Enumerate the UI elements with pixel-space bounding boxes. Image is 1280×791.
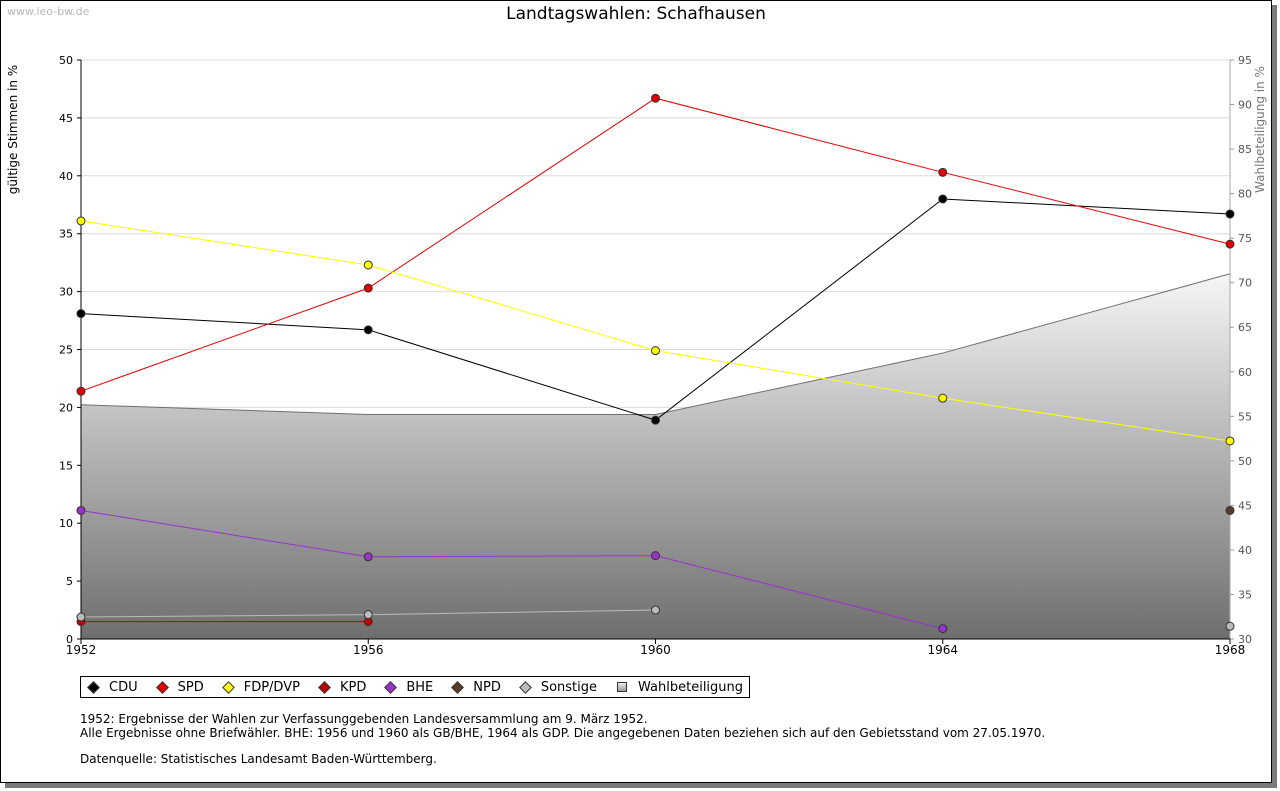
y2-tick-label-30: 30 [1238, 633, 1252, 646]
y2-tick-label-75: 75 [1238, 232, 1252, 245]
y2-tick-label-40: 40 [1238, 544, 1252, 557]
y-axis-title: gültige Stimmen in % [6, 65, 20, 194]
y-tick-label-25: 25 [59, 344, 73, 357]
legend-label-bhe: BHE [406, 679, 434, 695]
x-tick-label-1960: 1960 [640, 643, 671, 657]
legend-marker-cdu [87, 680, 100, 694]
note-1952: 1952: Ergebnisse der Wahlen zur Verfassu… [80, 712, 648, 726]
marker-fdp-dvp-1952 [76, 216, 86, 226]
watermark: www.leo-bw.de [7, 5, 90, 18]
legend-label-fdp-dvp: FDP/DVP [243, 679, 300, 695]
y2-axis-title: Wahlbeteiligung in % [1253, 66, 1267, 193]
y-tick-label-20: 20 [59, 401, 73, 414]
marker-bhe-1956 [363, 552, 373, 562]
marker-fdp-dvp-1968 [1225, 436, 1235, 446]
legend-item-kpd: KPD [318, 679, 367, 695]
y-tick-label-50: 50 [59, 54, 73, 67]
marker-sonstige-1956 [363, 610, 373, 620]
marker-sonstige-1968 [1225, 621, 1235, 631]
marker-bhe-1960 [651, 551, 660, 561]
marker-spd-1964 [938, 167, 948, 177]
legend-item-fdp-dvp: FDP/DVP [221, 679, 300, 695]
y2-tick-label-60: 60 [1238, 366, 1252, 379]
y-tick-label-0: 0 [66, 633, 73, 646]
chart-title: Landtagswahlen: Schafhausen [506, 4, 766, 24]
legend-label-wahlbeteiligung: Wahlbeteiligung [638, 679, 744, 695]
x-tick-label-1952: 1952 [66, 643, 97, 657]
legend-item-sonstige: Sonstige [518, 679, 598, 695]
marker-npd-1968 [1225, 505, 1235, 515]
legend-marker-sonstige [518, 680, 532, 694]
marker-cdu-1968 [1225, 209, 1235, 219]
y-tick-label-35: 35 [59, 228, 73, 241]
y2-tick-label-85: 85 [1238, 143, 1252, 156]
y-tick-label-5: 5 [66, 575, 73, 588]
y2-tick-label-70: 70 [1238, 277, 1252, 290]
marker-cdu-1956 [363, 325, 373, 335]
legend-marker-fdp-dvp [221, 680, 235, 694]
legend-marker-npd [451, 680, 465, 694]
legend-item-bhe: BHE [384, 679, 434, 695]
legend-label-kpd: KPD [339, 679, 367, 695]
marker-cdu-1964 [938, 194, 948, 204]
y-tick-label-15: 15 [59, 459, 73, 472]
y2-tick-label-45: 45 [1238, 499, 1252, 512]
y2-tick-label-80: 80 [1238, 188, 1252, 201]
legend-marker-bhe [384, 680, 398, 694]
turnout-line [80, 273, 1231, 416]
marker-fdp-dvp-1956 [363, 260, 373, 270]
y2-tick-label-95: 95 [1238, 54, 1252, 67]
y2-tick-label-35: 35 [1238, 588, 1252, 601]
legend-marker-kpd [318, 680, 331, 694]
marker-spd-1968 [1225, 239, 1235, 249]
y-tick-label-45: 45 [59, 112, 73, 125]
x-tick-label-1956: 1956 [353, 643, 384, 657]
marker-cdu-1952 [76, 309, 86, 319]
chart-plot: 0 5 10 15 20 25 30 35 40 45 50 30 35 40 45 50 55 60 65 70 75… [6, 54, 1267, 657]
legend-label-spd: SPD [177, 679, 204, 695]
legend-marker-wahlbeteiligung [617, 682, 628, 692]
legend-label-npd: NPD [473, 679, 501, 695]
y-tick-label-30: 30 [59, 286, 73, 299]
x-tick-label-1968: 1968 [1215, 643, 1246, 657]
marker-fdp-dvp-1960 [651, 346, 660, 356]
y-tick-label-40: 40 [59, 170, 73, 183]
legend-item-wahlbeteiligung: Wahlbeteiligung [617, 680, 743, 695]
marker-bhe-1952 [76, 505, 86, 515]
legend-item-cdu: CDU [87, 679, 138, 695]
y2-tick-label-50: 50 [1238, 455, 1252, 468]
marker-fdp-dvp-1964 [938, 393, 948, 403]
turnout-area [81, 273, 1230, 639]
note-details: Alle Ergebnisse ohne Briefwähler. BHE: 1… [80, 726, 1046, 740]
y2-tick-label-65: 65 [1238, 321, 1252, 334]
y-tick-label-10: 10 [59, 517, 73, 530]
legend-label-sonstige: Sonstige [540, 679, 598, 695]
marker-sonstige-1960 [651, 605, 660, 615]
marker-bhe-1964 [938, 624, 948, 634]
legend-label-cdu: CDU [109, 679, 138, 695]
legend-item-npd: NPD [451, 679, 501, 695]
marker-sonstige-1952 [76, 612, 86, 622]
note-source: Datenquelle: Statistisches Landesamt Bad… [80, 752, 437, 766]
x-tick-label-1964: 1964 [927, 643, 958, 657]
marker-spd-1952 [76, 386, 86, 396]
marker-spd-1960 [651, 93, 660, 103]
legend-marker-spd [155, 680, 169, 694]
y2-tick-label-90: 90 [1238, 99, 1252, 112]
y2-tick-label-55: 55 [1238, 410, 1252, 423]
marker-spd-1956 [363, 283, 373, 293]
line-bhe [80, 509, 943, 630]
chart-legend: CDU SPD FDP/DVP KPD BHE NPD Sonstige Wahlbeteil… [80, 676, 751, 698]
marker-cdu-1960 [651, 415, 660, 425]
legend-item-spd: SPD [155, 679, 204, 695]
